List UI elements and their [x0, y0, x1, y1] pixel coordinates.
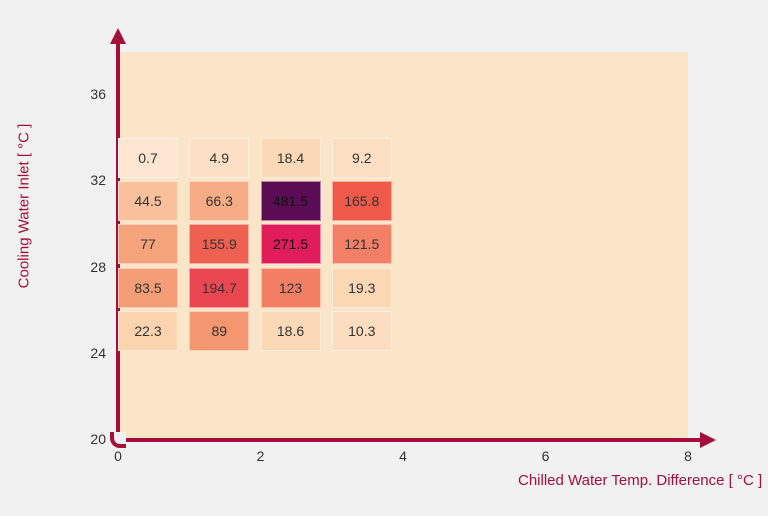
y-tick-label: 24	[60, 345, 106, 361]
y-axis-arrow	[110, 28, 126, 44]
heatmap-cell: 19.3	[332, 268, 392, 308]
y-tick-label: 36	[60, 86, 106, 102]
y-tick-label: 20	[60, 431, 106, 447]
heatmap-cell: 22.3	[118, 311, 178, 351]
y-axis-label: Cooling Water Inlet [ °C ]	[16, 124, 33, 289]
heatmap-cell: 9.2	[332, 138, 392, 178]
heatmap-cell: 481.5	[261, 181, 321, 221]
heatmap-cell: 155.9	[189, 224, 249, 264]
axis-origin-corner	[110, 432, 126, 448]
heatmap-cell: 194.7	[189, 268, 249, 308]
x-axis-label: Chilled Water Temp. Difference [ °C ]	[518, 472, 762, 489]
heatmap-cell: 271.5	[261, 224, 321, 264]
heatmap-cell: 4.9	[189, 138, 249, 178]
x-axis-arrow	[700, 432, 716, 448]
x-tick-label: 8	[668, 448, 708, 464]
y-tick-label: 32	[60, 172, 106, 188]
heatmap-cell: 44.5	[118, 181, 178, 221]
heatmap-cell: 18.4	[261, 138, 321, 178]
heatmap-cell: 18.6	[261, 311, 321, 351]
heatmap-cell: 83.5	[118, 268, 178, 308]
heatmap-cell: 10.3	[332, 311, 392, 351]
heatmap-cell: 77	[118, 224, 178, 264]
y-tick-label: 28	[60, 259, 106, 275]
heatmap-cell: 0.7	[118, 138, 178, 178]
x-tick-label: 0	[98, 448, 138, 464]
heatmap-cell: 89	[189, 311, 249, 351]
x-tick-label: 4	[383, 448, 423, 464]
heatmap-cell: 121.5	[332, 224, 392, 264]
heatmap-chart: Cooling Water Inlet [ °C ]Chilled Water …	[60, 36, 708, 480]
heatmap-cell: 66.3	[189, 181, 249, 221]
x-tick-label: 2	[241, 448, 281, 464]
x-tick-label: 6	[526, 448, 566, 464]
x-axis-line	[116, 438, 700, 442]
heatmap-cell: 165.8	[332, 181, 392, 221]
heatmap-cell: 123	[261, 268, 321, 308]
